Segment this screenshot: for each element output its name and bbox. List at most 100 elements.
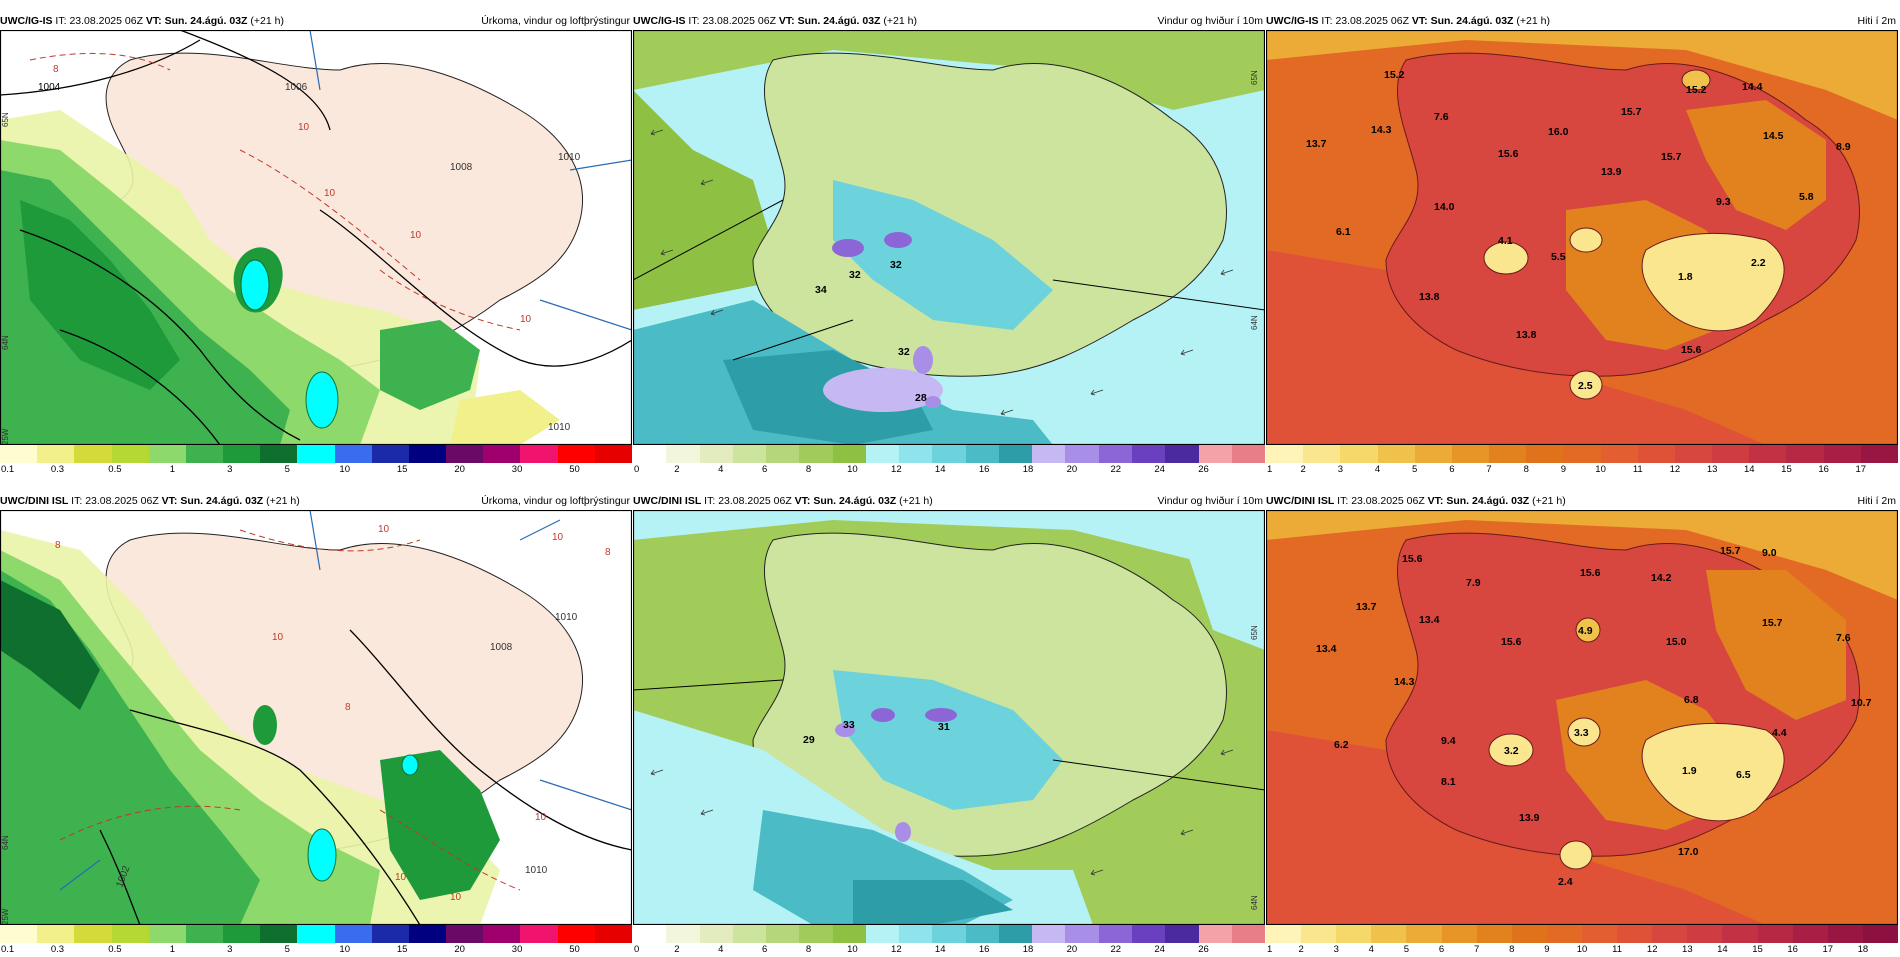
temp-value-label: 15.6: [1681, 344, 1702, 356]
temp-contour-label: 10: [552, 532, 564, 543]
colorbar-tick-label: 26: [1198, 464, 1209, 475]
colorbar-tick-label: 2: [1300, 464, 1306, 475]
temp-value-label: 14.5: [1763, 130, 1784, 142]
colorbar-swatch: [998, 925, 1033, 943]
lead-time: (+21 h): [883, 15, 917, 27]
panel-header: UWC/DINI ISL IT: 23.08.2025 06Z VT: Sun.…: [633, 492, 1265, 510]
init-time-value: 23.08.2025 06Z: [1351, 495, 1425, 507]
colorbar-swatch: [185, 445, 224, 463]
colorbar-swatch: [932, 925, 966, 943]
colorbar-swatch: [1722, 925, 1758, 943]
temp-value-label: 13.4: [1316, 643, 1337, 655]
colorbar-swatch: [1441, 925, 1477, 943]
init-time-label: IT:: [55, 15, 67, 27]
panel-header: UWC/IG-IS IT: 23.08.2025 06Z VT: Sun. 24…: [1266, 12, 1898, 30]
colorbar-swatch: [260, 925, 298, 943]
temp-value-label: 17.0: [1678, 846, 1699, 858]
colorbar-swatch: [446, 925, 484, 943]
temp-value-label: 16.0: [1548, 126, 1569, 138]
temp-value-label: 15.2: [1686, 84, 1707, 96]
colorbar-swatch: [865, 925, 900, 943]
wind-colorbar: 0 2 4 6 8 10 12 14 16 18 20 22 24 26: [633, 925, 1266, 957]
temp-value-label: 4.9: [1578, 625, 1593, 637]
colorbar-swatch: [666, 925, 700, 943]
panel-temp-bottom: UWC/DINI ISL IT: 23.08.2025 06Z VT: Sun.…: [1266, 492, 1898, 957]
wind-map-svg: 34 32 32 32 28 65N 64N: [633, 30, 1265, 445]
isobar-label: 1010: [525, 865, 548, 876]
colorbar-tick-label: 4: [1374, 464, 1381, 475]
precip-colorbar-cells: [0, 925, 632, 943]
temp-value-label: 7.9: [1466, 577, 1481, 589]
wind-map-svg: 29 33 31 65N 64N: [633, 510, 1265, 925]
temp-value-label: 4.4: [1772, 727, 1787, 739]
gust-label: 32: [890, 259, 902, 271]
lat-label: 64N: [1, 335, 10, 350]
init-time-label: IT:: [704, 495, 716, 507]
init-time-value: 23.08.2025 06Z: [702, 15, 776, 27]
valid-time-value: Sun. 24.ágú. 03Z: [164, 15, 248, 27]
wind-colorbar-cells: [633, 925, 1266, 943]
temp-contour-label: 10: [450, 892, 462, 903]
colorbar-swatch: [732, 925, 767, 943]
precip-colorbar: 0.1 0.3 0.5 1 3 5 10 15 20 30 50: [0, 925, 632, 957]
model-name: UWC/DINI ISL: [0, 495, 69, 507]
model-name: UWC/DINI ISL: [1266, 495, 1335, 507]
colorbar-swatch: [666, 445, 700, 463]
colorbar-swatch: [799, 925, 833, 943]
colorbar-tick-label: 3: [227, 464, 233, 475]
temp-contour-label: 10: [378, 524, 390, 535]
temp-value-label: 3.2: [1504, 745, 1519, 757]
colorbar-swatch: [1526, 445, 1564, 463]
colorbar-swatch: [1377, 445, 1415, 463]
colorbar-swatch: [594, 925, 632, 943]
temp-value-label: 15.7: [1720, 545, 1741, 557]
colorbar-swatch: [965, 445, 999, 463]
colorbar-swatch: [408, 925, 447, 943]
colorbar-swatch: [1687, 925, 1723, 943]
variable-title: Hiti í 2m: [1857, 15, 1896, 27]
colorbar-swatch: [766, 445, 800, 463]
colorbar-swatch: [1637, 445, 1675, 463]
colorbar-swatch: [1406, 925, 1442, 943]
colorbar-tick-label: 13: [1706, 464, 1718, 475]
colorbar-swatch: [1065, 925, 1099, 943]
panel-precip-bottom: UWC/DINI ISL IT: 23.08.2025 06Z VT: Sun.…: [0, 492, 632, 957]
colorbar-tick-label: 0.3: [50, 464, 65, 475]
colorbar-swatch: [1757, 925, 1793, 943]
colorbar-swatch: [557, 445, 595, 463]
temp-value-label: 14.0: [1434, 201, 1455, 213]
temp-value-label: 14.4: [1742, 81, 1763, 93]
temp-value-label: 14.2: [1651, 572, 1672, 584]
colorbar-tick-label: 12: [891, 464, 902, 475]
temp-contour-label: 10: [535, 812, 547, 823]
valid-time-value: Sun. 24.ágú. 03Z: [1446, 495, 1530, 507]
temp-contour-label: 10: [272, 632, 284, 643]
init-time-value: 23.08.2025 06Z: [1335, 15, 1409, 27]
temp-contour-label: 8: [345, 702, 351, 713]
temp-value-label: 7.6: [1836, 632, 1851, 644]
colorbar-swatch: [832, 925, 866, 943]
init-time-label: IT:: [688, 15, 700, 27]
valid-time-label: VT:: [794, 495, 811, 507]
colorbar-swatch: [899, 925, 933, 943]
colorbar-swatch: [732, 445, 767, 463]
colorbar-swatch: [371, 445, 409, 463]
colorbar-tick-label: 2: [674, 464, 680, 475]
colorbar-tick-label: 20: [1066, 464, 1078, 475]
colorbar-swatch: [74, 445, 112, 463]
temp-value-label: 2.2: [1751, 257, 1766, 269]
gust-label: 29: [803, 734, 815, 746]
colorbar-tick-label: 24: [1154, 464, 1165, 475]
colorbar-tick-label: 20: [454, 464, 465, 475]
temp-contour-label: 8: [53, 64, 59, 75]
valid-time-label: VT:: [778, 15, 795, 27]
gust-label: 32: [849, 269, 861, 281]
colorbar-swatch: [799, 445, 833, 463]
temp-value-label: 2.5: [1578, 380, 1593, 392]
colorbar-swatch: [520, 925, 558, 943]
temp-value-label: 13.7: [1306, 138, 1327, 150]
colorbar-swatch: [1131, 445, 1166, 463]
colorbar-swatch: [371, 925, 409, 943]
lon-label: 25W: [1, 428, 10, 445]
lat-label: 64N: [1250, 895, 1259, 910]
